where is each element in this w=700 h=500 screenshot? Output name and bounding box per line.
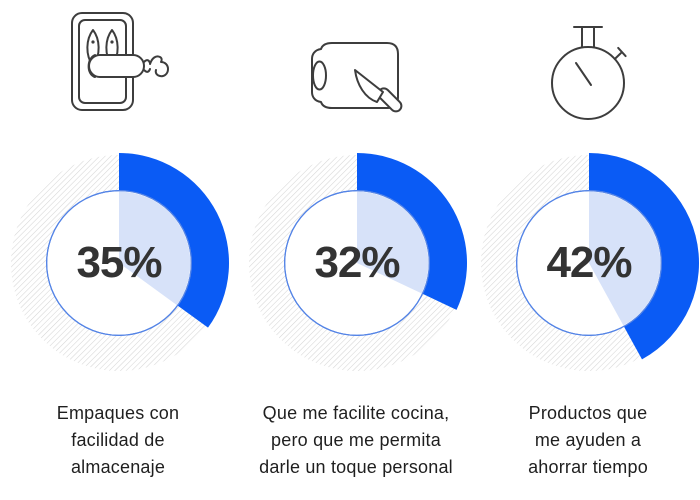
icon-box-2 [246, 6, 466, 128]
donut-inner-ring-outline [516, 190, 662, 336]
icon-box-1 [8, 6, 228, 128]
fish-package-icon [71, 12, 169, 111]
donut-inner-wedge [589, 191, 661, 326]
donut-chart-2: 32% [246, 152, 468, 374]
icon-box-3 [478, 6, 698, 128]
donut-value-arc [589, 152, 700, 360]
percent-label: 32% [314, 238, 400, 287]
chart-caption: Empaques con facilidad de almacenaje [56, 403, 180, 477]
donut-inner-wedge [357, 191, 429, 294]
chart-column-3: 42% Productos que me ayuden a ahorrar ti… [478, 6, 700, 481]
percent-label: 35% [76, 238, 162, 287]
stopwatch-icon [551, 26, 627, 120]
donut-chart-svg [10, 152, 230, 372]
chart-column-1: 35% Empaques con facilidad de almacenaje [8, 6, 230, 481]
percent-label: 42% [546, 238, 632, 287]
donut-chart-svg [480, 152, 700, 372]
donut-inner-ring-outline [46, 190, 192, 336]
chart-column-2: 32% Que me facilite cocina, pero que me … [246, 6, 468, 481]
donut-chart-3: 42% [478, 152, 700, 374]
donut-inner-ring-outline [284, 190, 430, 336]
chart-caption: Que me facilite cocina, pero que me perm… [259, 403, 453, 477]
donut-inner-wedge [119, 191, 191, 305]
donut-value-arc [119, 152, 230, 328]
donut-chart-1: 35% [8, 152, 230, 374]
donut-value-arc [357, 152, 468, 310]
cutting-board-knife-icon [311, 42, 403, 113]
donut-chart-svg [248, 152, 468, 372]
chart-caption: Productos que me ayuden a ahorrar tiempo [528, 403, 648, 477]
